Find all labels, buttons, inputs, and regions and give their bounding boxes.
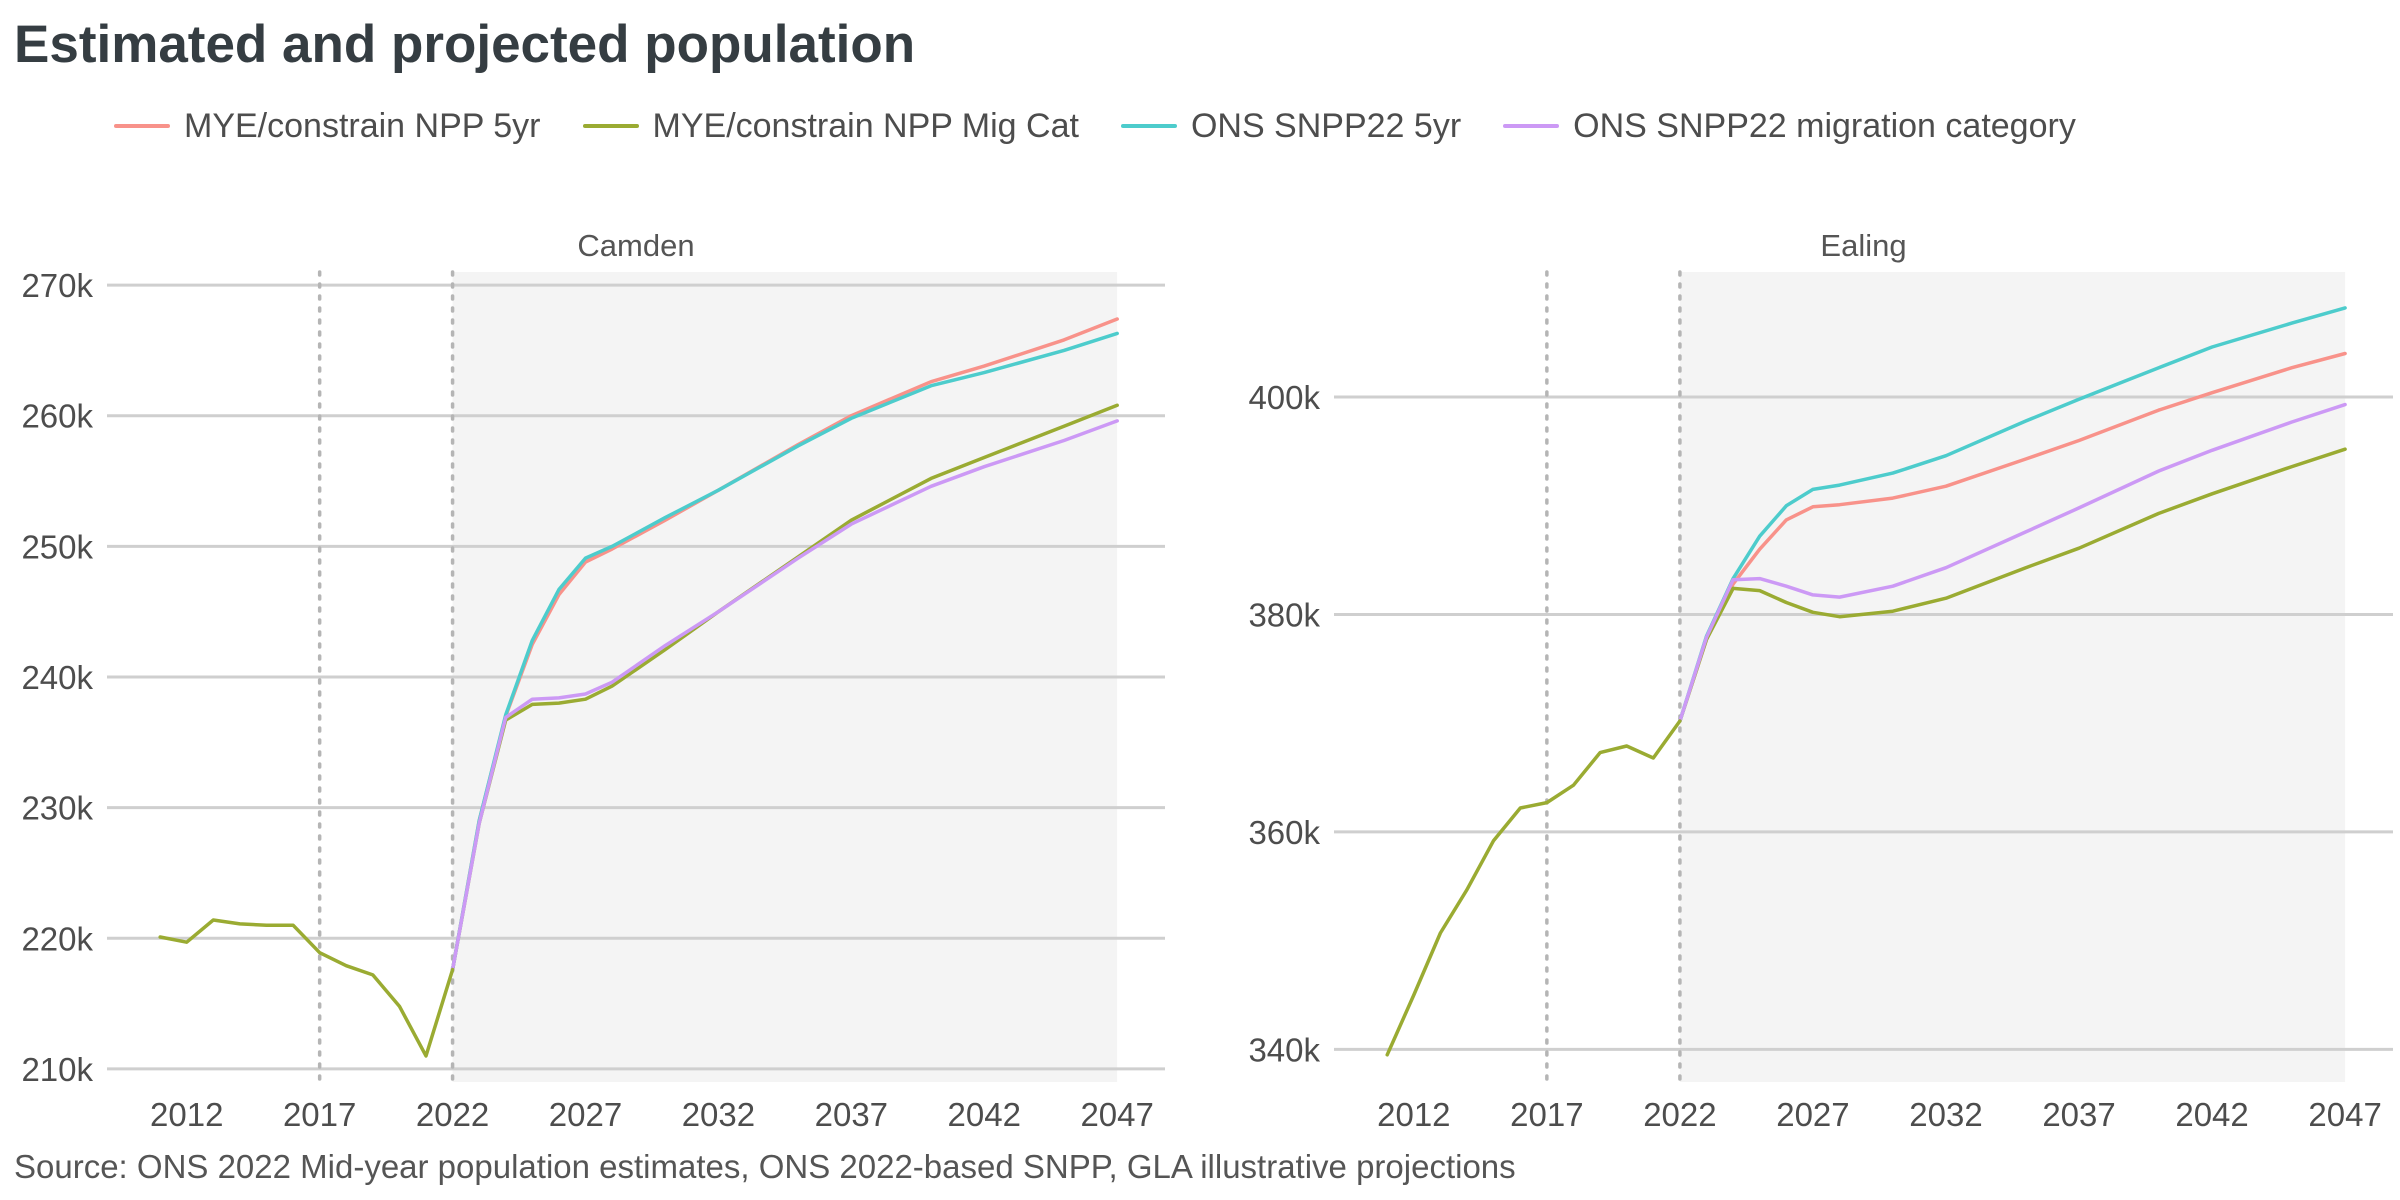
y-tick-label: 400k	[1248, 379, 1320, 416]
x-tick-label: 2027	[549, 1096, 622, 1133]
y-tick-label: 260k	[21, 398, 93, 435]
x-tick-label: 2022	[1643, 1096, 1716, 1133]
x-tick-label: 2022	[416, 1096, 489, 1133]
x-tick-label: 2037	[815, 1096, 888, 1133]
x-tick-label: 2042	[2175, 1096, 2248, 1133]
legend-label: ONS SNPP22 migration category	[1573, 106, 2076, 145]
legend-item: ONS SNPP22 5yr	[1120, 106, 1462, 146]
legend-item: ONS SNPP22 migration category	[1503, 107, 2076, 146]
series-line	[450, 419, 1119, 972]
y-tick-label: 230k	[21, 790, 93, 827]
x-tick-label: 2012	[150, 1096, 223, 1133]
projection-shade	[1679, 272, 2346, 1082]
y-tick-label: 240k	[21, 659, 93, 696]
x-tick-label: 2037	[2042, 1096, 2115, 1133]
x-tick-label: 2047	[1080, 1096, 1153, 1133]
x-tick-label: 2012	[1377, 1096, 1450, 1133]
series-line	[1678, 402, 2347, 723]
x-tick-label: 2042	[948, 1096, 1021, 1133]
y-tick-label: 220k	[21, 920, 93, 957]
legend-swatch	[1503, 124, 1560, 128]
legend-label: MYE/constrain NPP Mig Cat	[652, 106, 1079, 145]
y-tick-label: 360k	[1248, 814, 1320, 851]
y-tick-label: 340k	[1248, 1031, 1320, 1068]
y-tick-label: 380k	[1248, 596, 1320, 633]
facet-title: Camden	[577, 228, 694, 263]
source-note: Source: ONS 2022 Mid-year population est…	[14, 1148, 1516, 1185]
series-line	[1678, 447, 2347, 723]
y-tick-label: 210k	[21, 1051, 93, 1088]
x-tick-label: 2027	[1776, 1096, 1849, 1133]
facet-panel-camden: Camden 210k 220k 230k 240k 250k 260k 270k 2012 20…	[21, 228, 1165, 1133]
x-tick-label: 2032	[1909, 1096, 1982, 1133]
facet-title: Ealing	[1820, 228, 1906, 263]
page-title: Estimated and projected population	[14, 15, 916, 74]
historical-line	[1385, 719, 1682, 1057]
facet-panel-ealing: Ealing 340k 360k 380k 400k 2012 2017 2022 2027 20…	[1248, 228, 2393, 1133]
legend-swatch	[1120, 124, 1177, 128]
y-tick-label: 250k	[21, 528, 93, 565]
series-line	[450, 331, 1119, 972]
y-tick-label: 270k	[21, 267, 93, 304]
legend-label: MYE/constrain NPP 5yr	[184, 106, 541, 145]
series-line	[1678, 351, 2347, 723]
x-tick-label: 2017	[283, 1096, 356, 1133]
series-line	[450, 403, 1119, 972]
series-line	[1678, 306, 2347, 723]
legend-label: ONS SNPP22 5yr	[1190, 106, 1462, 145]
legend-item: MYE/constrain NPP 5yr	[114, 107, 541, 146]
legend-swatch	[582, 124, 639, 128]
legend: MYE/constrain NPP 5yr MYE/constrain NPP M…	[114, 104, 2118, 148]
x-tick-label: 2032	[682, 1096, 755, 1133]
x-tick-label: 2017	[1510, 1096, 1583, 1133]
x-tick-label: 2047	[2308, 1096, 2381, 1133]
legend-swatch	[114, 124, 170, 128]
historical-line	[158, 918, 455, 1058]
legend-item: MYE/constrain NPP Mig Cat	[582, 106, 1079, 146]
